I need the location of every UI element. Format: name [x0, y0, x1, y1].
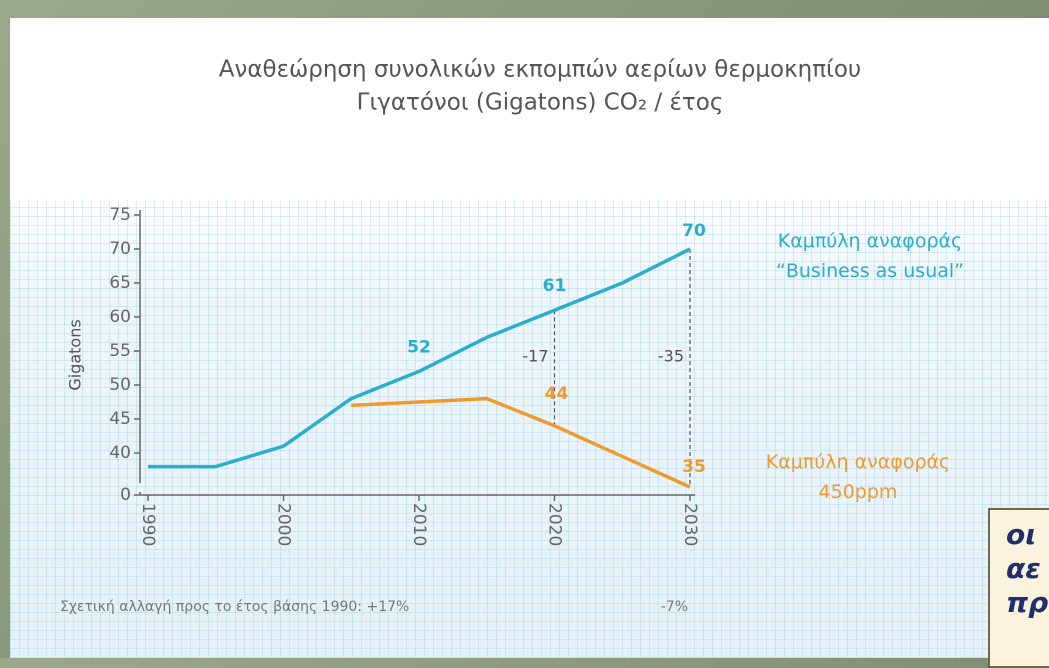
data-label: 61	[543, 276, 567, 296]
panel	[10, 18, 1049, 658]
y-tick-label: 65	[109, 273, 131, 293]
y-tick-label: 0	[120, 485, 131, 505]
x-tick-label: 2030	[680, 503, 700, 546]
overlay-box: οι αε πρ	[988, 508, 1049, 668]
annotation: -35	[658, 347, 684, 366]
y-tick-label: 75	[109, 205, 131, 225]
y-tick-label: 70	[109, 239, 131, 259]
x-tick-label: 1990	[138, 503, 158, 546]
chart-title: Αναθεώρηση συνολικών εκπομπών αερίων θερ…	[219, 57, 861, 83]
data-label: 52	[407, 337, 431, 357]
y-tick-label: 55	[109, 341, 131, 361]
series-line	[351, 396, 691, 489]
footnote: Σχετική αλλαγή προς το έτος βάσης 1990: …	[60, 599, 409, 615]
x-tick-label: 2010	[409, 503, 429, 546]
legend-label: Καμπύλη αναφοράς “Business as usual”	[776, 230, 964, 282]
legend-line: “Business as usual”	[776, 260, 964, 282]
legend-label: Καμπύλη αναφοράς 450ppm	[766, 451, 950, 503]
overlay-text: οι	[1006, 518, 1037, 551]
overlay-text: πρ	[1006, 586, 1049, 619]
y-tick-label: 50	[109, 375, 131, 395]
data-label: 70	[682, 221, 706, 241]
chart-subtitle: Γιγατόνοι (Gigatons) CO₂ / έτος	[357, 90, 724, 116]
footnote-right: -7%	[661, 599, 688, 615]
annotation: -17	[522, 347, 548, 366]
y-tick-label: 45	[109, 409, 131, 429]
legend-line: Καμπύλη αναφοράς	[766, 451, 950, 473]
grid-background	[10, 200, 1049, 658]
data-label: 35	[682, 457, 706, 477]
legend-line: 450ppm	[819, 481, 898, 503]
data-label: 44	[545, 384, 569, 404]
y-tick-label: 60	[109, 307, 131, 327]
overlay-text: αε	[1006, 552, 1041, 585]
legend-line: Καμπύλη αναφοράς	[778, 230, 962, 252]
y-axis-label: Gigatons	[66, 319, 85, 390]
series-line	[148, 247, 691, 469]
x-tick-label: 2000	[274, 503, 294, 546]
y-tick-label: 40	[109, 443, 131, 463]
x-tick-label: 2020	[545, 503, 565, 546]
